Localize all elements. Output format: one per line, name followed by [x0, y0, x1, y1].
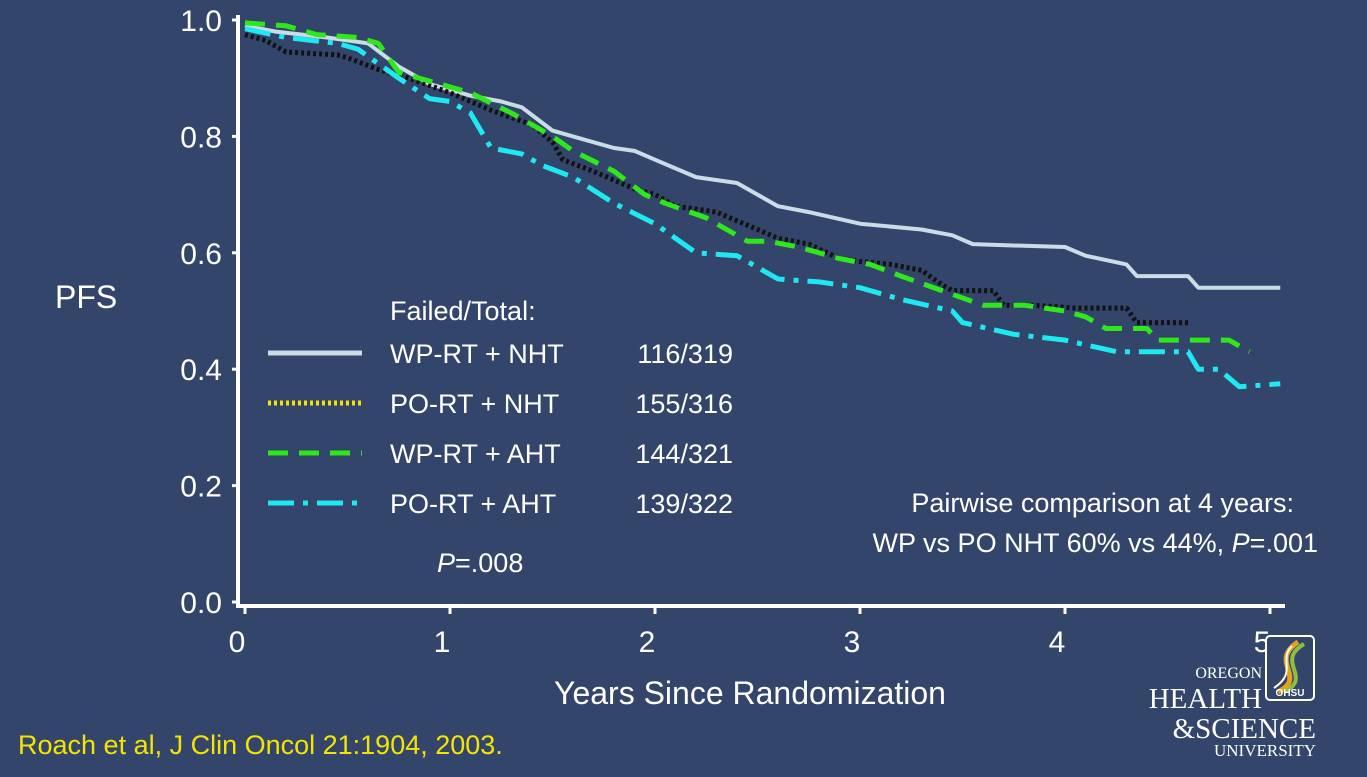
- x-tick-label: 0: [229, 626, 246, 659]
- legend-rows: WP-RT + NHT 116/319 PO-RT + NHT 155/316 WP-R…: [268, 339, 733, 519]
- pairwise-p-letter: P: [1232, 528, 1250, 558]
- series-line-3: [244, 20, 1251, 354]
- legend-label-3: WP-RT + AHT: [390, 439, 561, 469]
- overall-p-letter: P: [437, 548, 455, 578]
- logo-health: HEALTH: [1149, 683, 1262, 715]
- legend-count-2: 155/316: [635, 389, 733, 419]
- axes: [236, 15, 1285, 608]
- series-line-2: [244, 32, 1188, 326]
- legend-count-3: 144/321: [635, 439, 733, 469]
- ohsu-badge: OHSU: [1265, 635, 1315, 701]
- legend-count-1: 116/319: [637, 339, 733, 369]
- logo-oregon: OREGON: [1195, 665, 1262, 682]
- ohsu-badge-text: OHSU: [1276, 688, 1305, 699]
- x-tick-label: 3: [844, 626, 861, 659]
- y-axis-title: PFS: [55, 279, 117, 315]
- pairwise-p-number: =.001: [1250, 528, 1318, 558]
- legend-label-1: WP-RT + NHT: [390, 339, 564, 369]
- legend-title: Failed/Total:: [390, 296, 536, 326]
- y-tick-label: 0.6: [180, 238, 222, 271]
- x-tick-label: 4: [1049, 626, 1066, 659]
- x-tick-label: 2: [639, 626, 656, 659]
- x-tick-label: 1: [434, 626, 451, 659]
- pairwise-note-pre: WP vs PO NHT 60% vs 44%,: [873, 528, 1232, 558]
- pairwise-note-line2: WP vs PO NHT 60% vs 44%, P=.001: [873, 528, 1318, 558]
- series-lines: [244, 20, 1281, 390]
- y-tick-label: 0.8: [180, 121, 222, 154]
- legend-count-4: 139/322: [635, 489, 733, 519]
- logo-science: &SCIENCE: [1173, 713, 1316, 745]
- series-line-4: [244, 26, 1281, 390]
- overall-p-value: P=.008: [437, 548, 523, 578]
- legend: Failed/Total: WP-RT + NHT 116/319 PO-RT + …: [268, 296, 733, 519]
- ohsu-logo: OHSU OREGON HEALTH &SCIENCE UNIVERSITY: [1128, 632, 1358, 772]
- y-tick-label: 0.0: [180, 587, 222, 620]
- ohsu-logo-graphic: OHSU OREGON HEALTH &SCIENCE UNIVERSITY: [1149, 635, 1316, 760]
- y-tick-label: 1.0: [180, 5, 222, 38]
- pairwise-note-line1: Pairwise comparison at 4 years:: [911, 488, 1294, 518]
- logo-university: UNIVERSITY: [1214, 741, 1316, 760]
- citation: Roach et al, J Clin Oncol 21:1904, 2003.: [18, 730, 503, 760]
- y-ticks: 0.0 0.2 0.4 0.6 0.8 1.0: [180, 5, 238, 620]
- x-axis-title: Years Since Randomization: [554, 675, 946, 711]
- y-tick-label: 0.4: [180, 354, 222, 387]
- legend-label-2: PO-RT + NHT: [390, 389, 559, 419]
- legend-label-4: PO-RT + AHT: [390, 489, 556, 519]
- y-tick-label: 0.2: [180, 471, 222, 504]
- overall-p-number: =.008: [455, 548, 523, 578]
- series-line-1: [244, 23, 1281, 290]
